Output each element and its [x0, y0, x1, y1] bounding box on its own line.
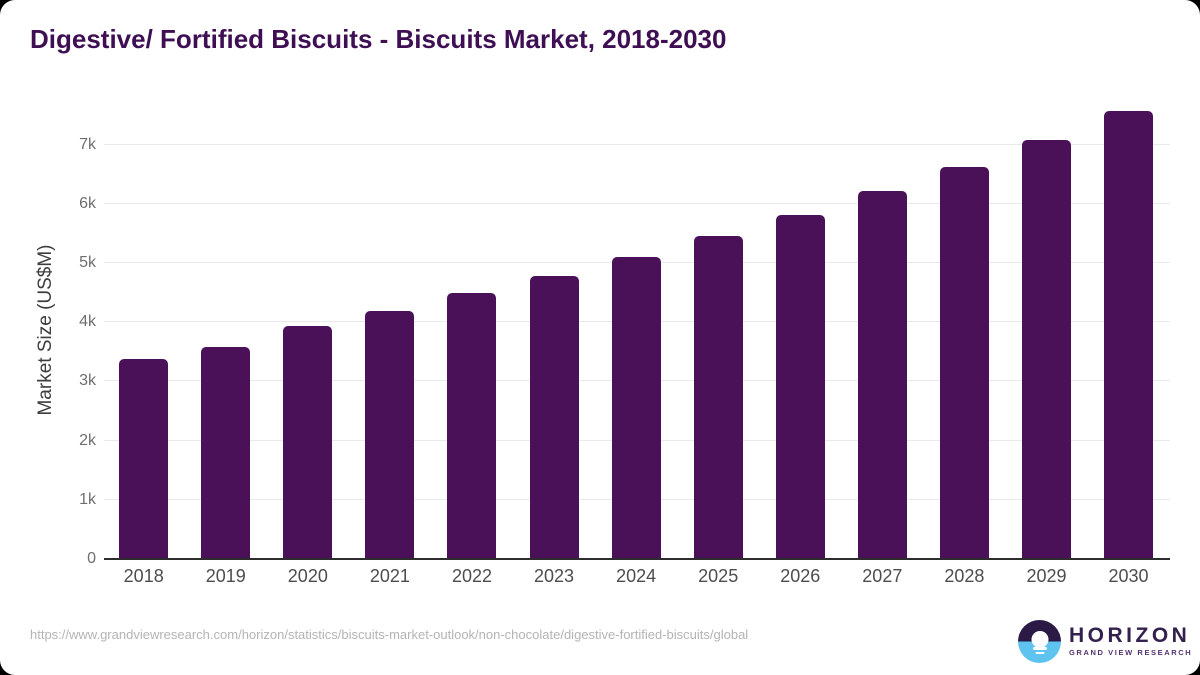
logo-tagline: GRAND VIEW RESEARCH — [1069, 648, 1193, 657]
bar-2029 — [1021, 139, 1071, 559]
y-tick-label: 5k — [79, 254, 96, 272]
bar-2024 — [611, 256, 661, 559]
y-tick-label: 0 — [87, 550, 96, 567]
sun-icon — [1031, 631, 1048, 648]
bar-2018 — [119, 358, 169, 559]
bar-2026 — [775, 214, 825, 559]
plot-area: 0 1k 2k 3k 4k 5k 6k 7k 2018 2019 2020 2021 2022 2023 2… — [79, 100, 1170, 586]
reflection-line-icon — [1032, 647, 1047, 650]
x-tick-label-2023: 2023 — [534, 566, 575, 586]
bar-2022 — [447, 293, 497, 559]
y-tick-label: 4k — [79, 313, 96, 331]
x-tick-label-2018: 2018 — [123, 566, 164, 586]
x-tick-label-2028: 2028 — [944, 566, 985, 586]
x-tick-label-2021: 2021 — [369, 566, 410, 586]
bar-2025 — [693, 235, 743, 559]
x-tick-label-2027: 2027 — [862, 566, 903, 586]
bar-2021 — [365, 311, 415, 559]
bar-2030 — [1104, 110, 1154, 559]
y-tick-label: 1k — [79, 490, 96, 508]
bar-2019 — [201, 346, 251, 559]
horizon-logo: HORIZON GRAND VIEW RESEARCH — [1018, 620, 1192, 663]
reflection-line-icon — [1035, 652, 1044, 654]
y-tick-label: 6k — [79, 194, 96, 212]
x-tick-label-2020: 2020 — [287, 566, 328, 586]
y-tick-label: 3k — [79, 372, 96, 390]
y-tick-label: 7k — [79, 135, 96, 153]
x-axis-line — [104, 558, 1170, 560]
x-tick-label-2030: 2030 — [1108, 566, 1149, 586]
gridline-6k — [104, 202, 1170, 204]
y-tick-label: 2k — [79, 431, 96, 449]
bar-2023 — [529, 275, 579, 559]
x-tick-label-2024: 2024 — [616, 566, 657, 586]
bar-2028 — [939, 166, 989, 559]
x-tick-label-2022: 2022 — [451, 566, 492, 586]
x-tick-label-2026: 2026 — [780, 566, 821, 586]
logo-name: HORIZON — [1069, 624, 1191, 647]
x-tick-label-2019: 2019 — [205, 566, 246, 586]
horizon-logo-icon — [1018, 620, 1061, 663]
x-tick-label-2029: 2029 — [1026, 566, 1067, 586]
chart-title: Digestive/ Fortified Biscuits - Biscuits… — [30, 24, 727, 54]
x-tick-label-2025: 2025 — [698, 566, 739, 586]
gridline-7k — [104, 143, 1170, 145]
bar-2027 — [857, 191, 907, 559]
horizon-logo-text: HORIZON GRAND VIEW RESEARCH — [1069, 624, 1193, 657]
source-url: https://www.grandviewresearch.com/horizo… — [30, 627, 749, 642]
bar-2020 — [283, 326, 333, 559]
